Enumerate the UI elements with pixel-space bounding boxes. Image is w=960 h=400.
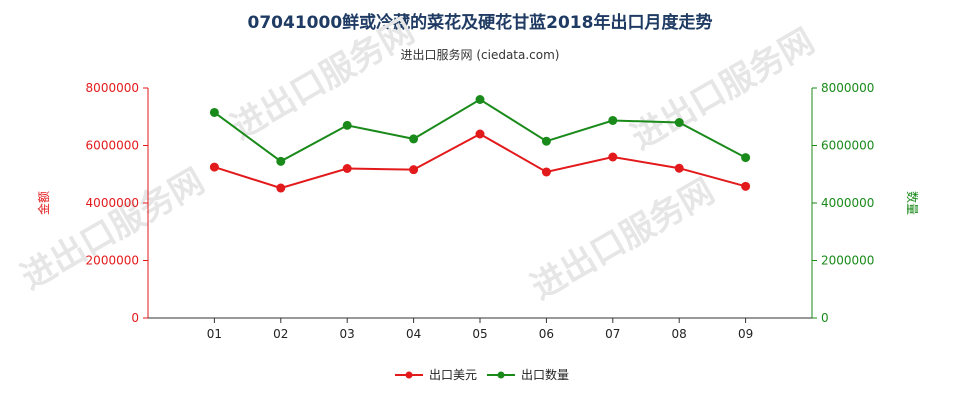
legend-label-1: 出口美元: [429, 368, 477, 382]
left-axis-title: 金额: [36, 191, 51, 215]
series-1-point: [674, 163, 684, 173]
series-2-point: [541, 136, 551, 146]
x-tick-label: 04: [406, 327, 421, 341]
x-tick-label: 09: [738, 327, 753, 341]
series-2-point: [741, 153, 751, 163]
series-1-point: [342, 164, 352, 173]
series-1-point: [475, 129, 485, 139]
left-tick-label: 2000000: [86, 254, 139, 268]
x-tick-label: 03: [340, 327, 355, 341]
x-tick-label: 08: [672, 327, 687, 341]
watermark-text: 进出口服务网: [525, 171, 722, 308]
x-tick-label: 01: [207, 327, 222, 341]
series-2-point: [475, 95, 485, 104]
series-2-point: [409, 134, 419, 144]
watermark-text: 进出口服务网: [15, 161, 212, 298]
left-tick-label: 4000000: [86, 196, 139, 210]
series-2-point: [209, 107, 219, 117]
right-tick-label: 2000000: [821, 254, 874, 268]
series-2-point: [608, 115, 618, 125]
right-tick-label: 0: [821, 311, 829, 325]
watermark-text: 进出口服务网: [625, 21, 822, 158]
x-tick-label: 06: [539, 327, 554, 341]
left-tick-label: 0: [131, 311, 139, 325]
series-1-point: [741, 181, 751, 191]
series-1-point: [276, 183, 286, 193]
right-tick-label: 8000000: [821, 81, 874, 95]
series-1-point: [409, 165, 419, 175]
series-2-point: [276, 156, 286, 166]
watermark-text: 进出口服务网: [225, 11, 422, 148]
x-tick-label: 07: [605, 327, 620, 341]
series-1-point: [209, 162, 219, 172]
x-tick-label: 05: [472, 327, 487, 341]
series-2-point: [674, 118, 684, 127]
legend-marker-1: [405, 371, 413, 379]
legend-label-2: 出口数量: [521, 367, 569, 382]
series-1-point: [608, 152, 618, 162]
left-tick-label: 6000000: [86, 139, 139, 153]
series-1-point: [541, 167, 551, 177]
chart-title: 07041000鲜或冷藏的菜花及硬花甘蓝2018年出口月度走势: [247, 13, 713, 33]
right-tick-label: 4000000: [821, 196, 874, 210]
legend-marker-2: [497, 371, 505, 379]
x-tick-label: 02: [273, 327, 288, 341]
left-tick-label: 8000000: [86, 81, 139, 95]
right-tick-label: 6000000: [821, 139, 874, 153]
series-2-point: [342, 120, 352, 130]
right-axis-title: 数量: [905, 191, 920, 215]
chart-subtitle: 进出口服务网 (ciedata.com): [400, 48, 560, 62]
